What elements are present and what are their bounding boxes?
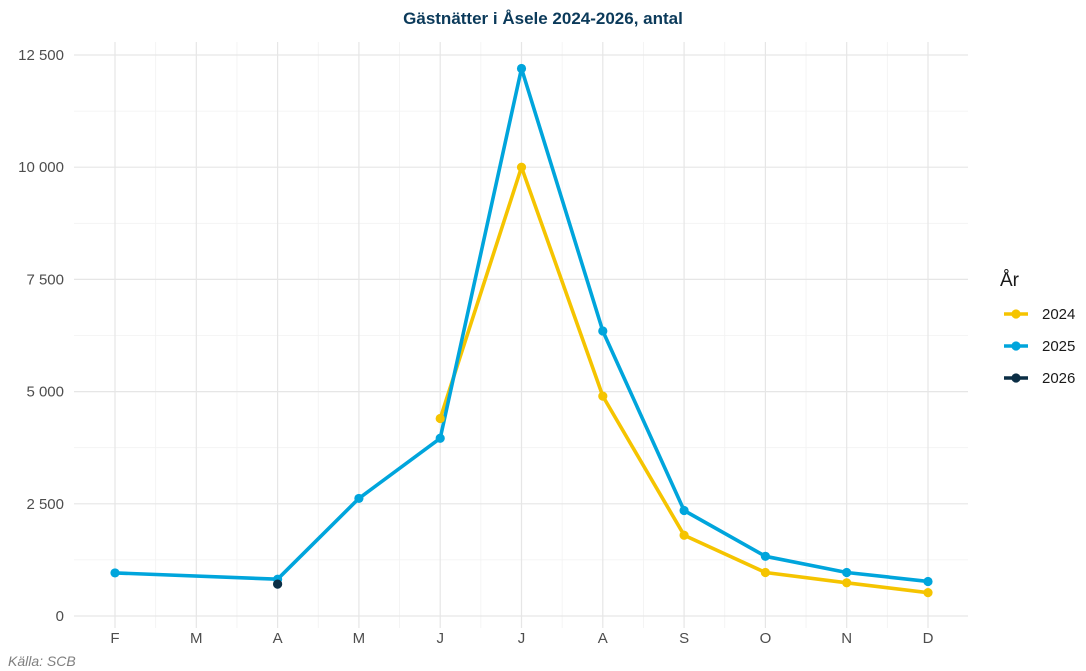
legend-key-point [1011,373,1021,383]
data-point-2025 [598,326,608,336]
data-point-2025 [679,505,689,516]
data-point-2024 [923,588,933,598]
legend-title: År [1000,270,1020,291]
major-gridlines [74,42,968,628]
data-point-2024 [598,391,608,401]
x-tick-label: J [436,630,444,647]
y-tick-label: 0 [56,608,64,625]
data-point-2024 [679,530,689,540]
y-tick-label: 2 500 [26,496,64,513]
y-tick-label: 10 000 [18,159,64,176]
y-axis-ticks: 0 2 500 5 000 7 500 10 000 12 500 [18,47,64,625]
chart-title: Gästnätter i Åsele 2024-2026, antal [403,9,683,28]
data-point-2025 [435,433,445,443]
x-tick-label: F [110,630,119,647]
data-point-2025 [923,576,933,587]
legend: År 2024 2025 2026 [1000,270,1075,387]
legend-key-point [1011,341,1021,351]
caption: Källa: SCB [8,653,76,669]
legend-label: 2026 [1042,370,1075,387]
x-tick-label: O [760,630,772,647]
y-tick-label: 7 500 [26,271,64,288]
data-point-2025 [842,567,852,578]
legend-label: 2025 [1042,338,1075,355]
data-point-2024 [516,162,527,172]
data-point-2024 [842,578,852,588]
data-point-2025 [354,493,364,504]
data-point-2025 [516,63,527,74]
x-tick-label: M [190,630,203,647]
x-tick-label: N [841,630,852,647]
data-point-2024 [760,567,771,578]
y-tick-label: 5 000 [26,384,64,401]
legend-items: 2024 2025 2026 [1004,306,1075,387]
data-point-2025 [110,568,120,578]
legend-label: 2024 [1042,306,1075,323]
x-tick-label: A [598,630,608,647]
x-tick-label: S [679,630,689,647]
legend-key-point [1011,309,1021,319]
x-tick-label: D [923,630,934,647]
data-point-2025 [760,551,771,561]
data-point-2026 [273,579,283,589]
data-point-2024 [435,413,445,424]
series-line-2025 [113,66,930,584]
series-points [110,63,933,598]
y-tick-label: 12 500 [18,47,64,64]
x-tick-label: A [273,630,283,647]
x-tick-label: J [518,630,526,647]
x-tick-label: M [353,630,366,647]
